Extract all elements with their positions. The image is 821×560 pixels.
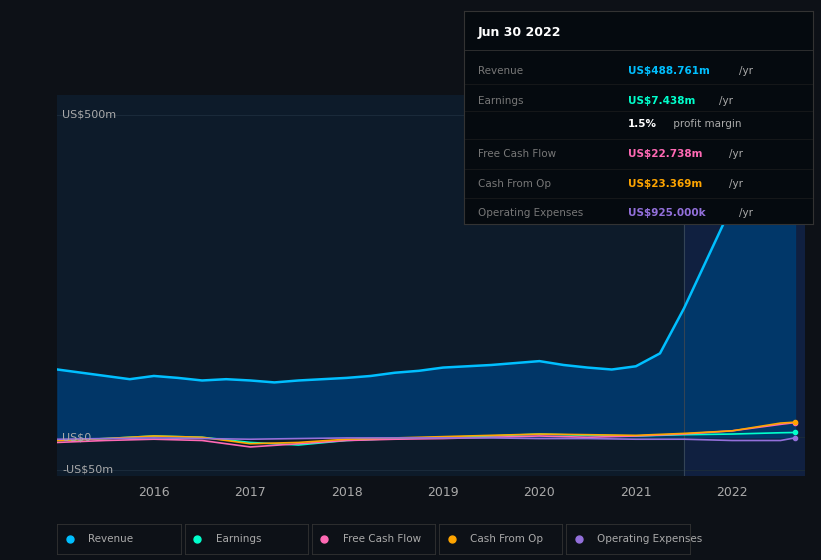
Text: /yr: /yr <box>719 96 733 106</box>
Text: /yr: /yr <box>729 179 743 189</box>
Text: Cash From Op: Cash From Op <box>478 179 551 189</box>
Text: Operating Expenses: Operating Expenses <box>598 534 703 544</box>
Bar <box>684 95 821 476</box>
Text: Earnings: Earnings <box>216 534 261 544</box>
Text: Revenue: Revenue <box>89 534 133 544</box>
Text: /yr: /yr <box>739 208 753 218</box>
Text: US$925.000k: US$925.000k <box>628 208 705 218</box>
Text: US$488.761m: US$488.761m <box>628 66 709 76</box>
Text: US$22.738m: US$22.738m <box>628 149 702 159</box>
Text: Free Cash Flow: Free Cash Flow <box>343 534 421 544</box>
Text: -US$50m: -US$50m <box>62 465 113 474</box>
Text: /yr: /yr <box>729 149 743 159</box>
Text: US$500m: US$500m <box>62 110 117 120</box>
Text: Cash From Op: Cash From Op <box>470 534 543 544</box>
Text: 1.5%: 1.5% <box>628 119 657 129</box>
Text: US$23.369m: US$23.369m <box>628 179 702 189</box>
Text: Jun 30 2022: Jun 30 2022 <box>478 26 562 39</box>
Text: Free Cash Flow: Free Cash Flow <box>478 149 556 159</box>
Text: /yr: /yr <box>739 66 753 76</box>
Text: profit margin: profit margin <box>671 119 742 129</box>
Text: US$7.438m: US$7.438m <box>628 96 695 106</box>
Text: Earnings: Earnings <box>478 96 523 106</box>
Text: Revenue: Revenue <box>478 66 523 76</box>
Text: Operating Expenses: Operating Expenses <box>478 208 583 218</box>
Text: US$0: US$0 <box>62 432 91 442</box>
